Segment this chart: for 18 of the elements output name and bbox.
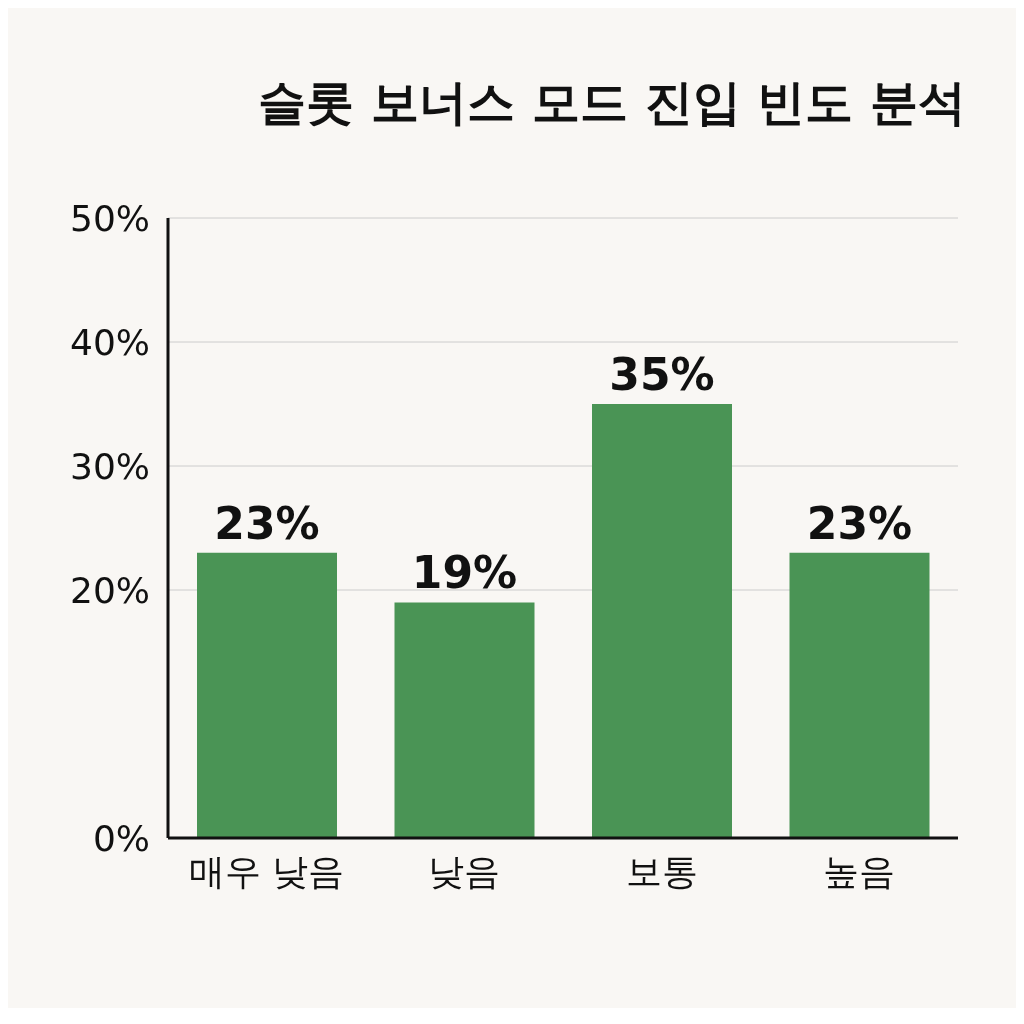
bar — [592, 404, 732, 838]
data-label: 23% — [214, 497, 320, 549]
chart-title: 슬롯 보너스 모드 진입 빈도 분석 — [257, 73, 967, 132]
x-tick-label: 매우 낮음 — [189, 850, 345, 892]
y-tick-label: 50% — [69, 197, 150, 239]
data-label: 23% — [806, 497, 913, 549]
data-label: 19% — [411, 547, 518, 599]
x-tick-label: 낮음 — [428, 850, 501, 892]
bar — [197, 552, 337, 838]
bar — [789, 552, 930, 838]
bar — [394, 602, 535, 838]
y-tick-label: 20% — [69, 569, 150, 611]
data-label: 35% — [609, 349, 715, 400]
y-tick-label: 30% — [69, 445, 150, 487]
x-tick-label: 보통 — [625, 850, 698, 892]
y-tick-label: 40% — [69, 321, 150, 363]
y-tick-label: 0% — [92, 817, 150, 859]
x-tick-label: 높음 — [823, 850, 896, 892]
